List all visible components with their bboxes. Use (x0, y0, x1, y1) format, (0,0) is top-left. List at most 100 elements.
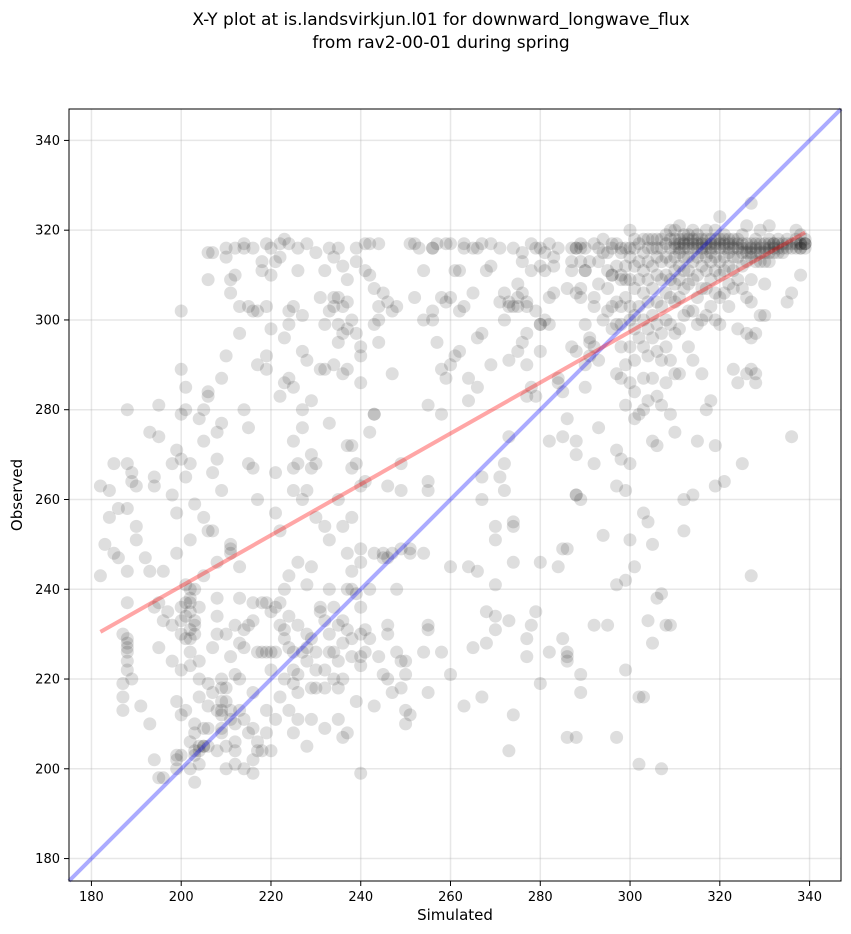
data-point (726, 232, 740, 246)
data-point (295, 421, 309, 435)
data-point (215, 672, 229, 686)
data-point (542, 317, 556, 331)
data-point (713, 232, 727, 246)
data-point (354, 766, 368, 780)
data-point (524, 237, 538, 251)
data-point (327, 645, 341, 659)
data-point (322, 582, 336, 596)
data-point (578, 317, 592, 331)
data-point (767, 237, 781, 251)
data-point (560, 412, 574, 426)
data-point (767, 237, 781, 251)
data-point (98, 537, 112, 551)
data-point (399, 668, 413, 681)
data-point (251, 735, 264, 749)
data-point (183, 533, 197, 547)
data-point (336, 672, 350, 686)
data-point (322, 241, 336, 255)
data-point (273, 618, 287, 632)
data-point (623, 457, 637, 471)
data-point (650, 439, 664, 453)
data-point (713, 268, 727, 282)
data-point (601, 304, 615, 318)
data-point (304, 560, 318, 574)
data-point (152, 641, 166, 655)
data-point (273, 250, 287, 264)
data-point (358, 623, 372, 637)
data-point (529, 304, 543, 318)
y-tick-label: 220 (35, 673, 60, 688)
data-point (605, 237, 619, 251)
data-point (152, 430, 166, 444)
data-point (300, 353, 314, 367)
data-point (794, 268, 808, 282)
data-point (363, 268, 377, 282)
data-point (286, 300, 300, 313)
data-point (448, 349, 462, 363)
data-point (291, 668, 305, 681)
data-point (430, 237, 444, 251)
data-point (677, 232, 691, 246)
data-point (753, 246, 767, 260)
data-point (717, 286, 731, 300)
data-point (511, 344, 525, 358)
data-point (273, 690, 287, 704)
data-point (322, 416, 336, 430)
data-point (170, 695, 184, 708)
data-point (354, 542, 368, 556)
data-point (197, 739, 211, 753)
data-point (569, 286, 583, 300)
data-point (210, 609, 224, 623)
data-point (533, 259, 547, 273)
data-point (192, 672, 206, 686)
data-point (731, 237, 745, 251)
data-point (188, 614, 202, 628)
data-point (574, 291, 588, 304)
data-point (493, 241, 507, 255)
data-point (152, 398, 166, 412)
data-point (466, 241, 480, 255)
data-point (376, 668, 390, 681)
data-point (210, 425, 224, 439)
data-point (170, 443, 184, 457)
data-point (758, 246, 772, 260)
data-point (201, 273, 215, 287)
data-point (435, 407, 448, 421)
data-point (556, 632, 570, 646)
data-point (331, 241, 345, 255)
data-point (188, 748, 202, 762)
data-point (610, 578, 624, 592)
data-point (282, 569, 296, 583)
data-point (462, 371, 475, 385)
data-point (340, 726, 354, 740)
data-point (681, 232, 695, 246)
data-point (125, 466, 139, 480)
data-point (560, 542, 574, 556)
data-point (179, 578, 193, 592)
data-point (197, 403, 211, 417)
data-point (331, 291, 345, 304)
data-point (668, 425, 682, 439)
data-point (282, 304, 296, 318)
data-point (470, 564, 484, 578)
data-point (655, 587, 668, 601)
data-point (399, 703, 413, 717)
data-point (677, 493, 691, 506)
data-point (663, 273, 677, 287)
reference-lines (67, 107, 843, 883)
data-point (668, 277, 682, 291)
data-point (219, 695, 233, 708)
data-point (533, 317, 547, 331)
data-point (282, 371, 296, 385)
data-point (304, 461, 318, 475)
data-point (120, 636, 134, 650)
data-point (605, 300, 619, 313)
data-point (309, 663, 323, 677)
y-axis-ticks: 180 200 220 240 260 280 300 320 340 (35, 134, 69, 867)
data-point (170, 546, 184, 560)
data-point (345, 564, 359, 578)
data-point (143, 425, 157, 439)
data-point (264, 645, 278, 659)
data-point (251, 645, 264, 659)
data-point (601, 246, 615, 260)
